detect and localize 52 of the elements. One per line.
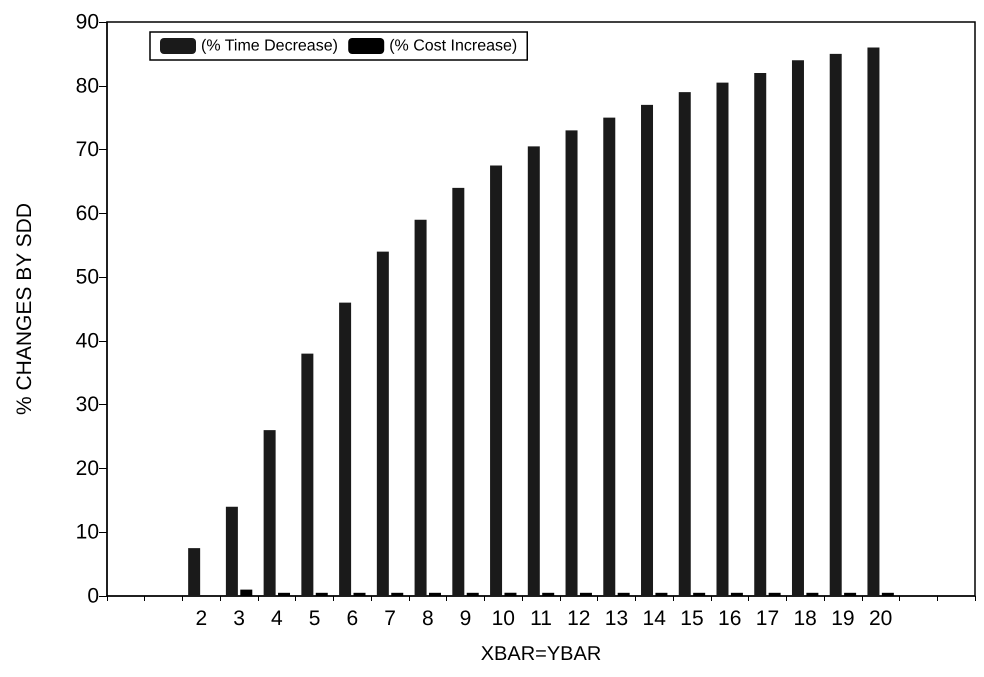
x-tick-label: 12 [567,607,590,630]
bar [603,118,616,596]
bar [452,188,464,596]
bar [414,220,427,596]
bar [301,354,314,596]
bar [188,548,200,596]
y-tick-label: 10 [76,520,99,544]
bar [792,60,804,596]
x-tick-label: 15 [680,607,704,630]
y-tick-label: 80 [76,74,99,98]
y-tick-label: 0 [87,584,99,608]
legend-label: (% Time Decrease) [201,38,338,54]
bar [376,252,389,596]
x-tick-label: 8 [422,607,434,630]
x-tick-label: 20 [868,607,892,630]
bar [754,73,766,596]
x-tick-label: 7 [384,607,396,630]
y-tick-label: 70 [76,138,99,162]
bar [678,92,691,596]
y-tick-label: 40 [76,329,99,352]
x-axis-title: XBAR=YBAR [480,643,602,665]
x-tick-label: 19 [831,607,855,630]
x-tick-label: 17 [756,607,780,630]
y-axis-title: % CHANGES BY SDD [13,203,36,415]
x-tick-label: 5 [308,607,320,630]
bar [641,104,654,596]
bar [566,130,578,596]
x-tick-label: 10 [492,607,515,630]
x-tick-label: 9 [460,607,472,630]
legend-label: (% Cost Increase) [389,38,518,54]
y-tick-label: 30 [76,393,99,416]
x-tick-label: 13 [604,607,628,630]
bar [830,54,842,596]
bar [716,82,728,596]
y-tick-label: 50 [76,266,99,289]
bar [264,430,276,596]
bar [867,48,880,596]
bar [226,506,238,596]
y-tick-label: 90 [76,10,99,34]
bar [339,302,352,596]
bar [528,146,540,596]
x-tick-label: 16 [718,607,742,630]
x-tick-label: 11 [530,607,552,630]
bar [490,166,502,596]
y-tick-label: 20 [76,456,99,480]
x-tick-label: 18 [793,607,817,630]
x-tick-label: 2 [196,607,208,630]
x-tick-label: 4 [270,607,283,630]
x-tick-label: 14 [642,607,666,630]
x-tick-label: 6 [346,607,358,630]
x-tick-label: 3 [233,607,245,630]
y-tick-label: 60 [76,202,99,225]
